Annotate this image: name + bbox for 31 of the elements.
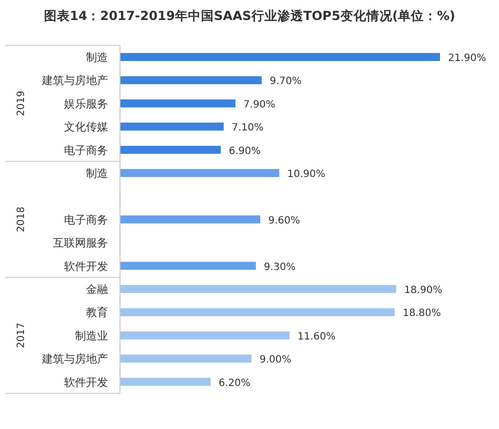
y-tick-label: 软件开发	[64, 376, 108, 389]
data-label: 21.90%	[448, 53, 486, 64]
data-label: 7.10%	[232, 122, 264, 134]
data-label: 18.80%	[402, 308, 441, 320]
text: 2018	[16, 206, 27, 232]
y-tick-label: 文化传媒	[64, 120, 108, 134]
data-label: 9.60%	[268, 215, 300, 226]
data-label: 9.00%	[260, 354, 292, 366]
y-tick-label: 教育	[86, 306, 108, 320]
data-label: 9.30%	[264, 262, 296, 273]
text: 2019	[16, 90, 27, 116]
y-tick-label: 互联网服务	[53, 236, 108, 250]
chart-title: 图表14：2017-2019年中国SAAS行业渗透TOP5变化情况(单位：%)	[44, 8, 456, 23]
data-label: 6.20%	[218, 378, 250, 389]
data-label: 10.90%	[287, 169, 326, 180]
data-label: 18.90%	[404, 285, 442, 296]
y-tick-label: 金融	[86, 283, 108, 296]
y-tick-label: 娱乐服务	[64, 97, 108, 110]
data-label: 7.90%	[243, 99, 276, 110]
y-tick-label: 制造业	[75, 329, 108, 342]
y-tick-label: 建筑与房地产	[41, 352, 108, 366]
data-label: 11.60%	[298, 331, 336, 342]
y-tick-label: 电子商务	[64, 213, 108, 226]
y-tick-label: 制造	[86, 51, 108, 64]
text: 2017	[16, 322, 27, 348]
y-tick-label: 建筑与房地产	[41, 74, 108, 88]
data-label: 6.90%	[228, 146, 261, 157]
y-tick-label: 软件开发	[64, 260, 108, 273]
y-tick-label: 电子商务	[64, 144, 108, 157]
data-label: 9.70%	[270, 76, 302, 88]
y-tick-label: 制造	[86, 167, 108, 180]
